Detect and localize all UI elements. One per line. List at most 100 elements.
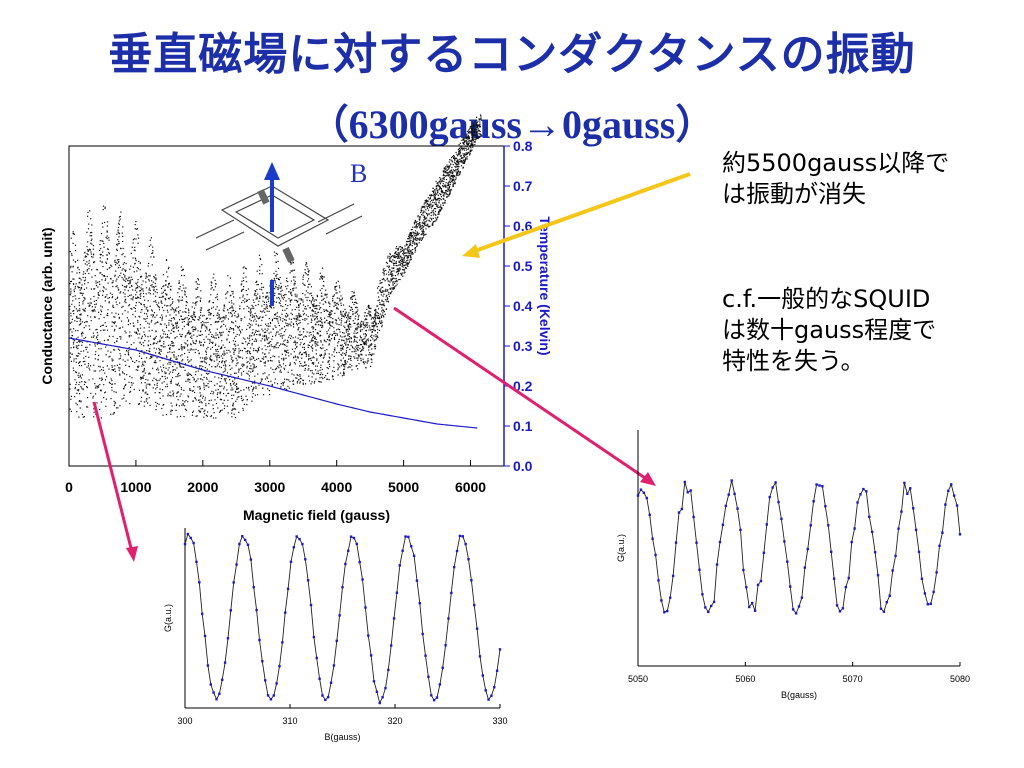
conductance-point [112,281,114,284]
conductance-point [159,397,161,399]
conductance-point [80,279,82,281]
conductance-point [478,126,480,128]
conductance-point [70,315,72,317]
conductance-point [294,340,296,342]
conductance-point [268,390,270,392]
conductance-point [192,328,194,331]
conductance-point [432,201,434,203]
conductance-point [277,320,279,322]
conductance-point [389,288,391,290]
conductance-point [111,293,113,296]
conductance-point [455,176,457,178]
conductance-point [76,404,78,406]
conductance-point [350,298,352,300]
conductance-point [100,401,102,403]
conductance-point [344,326,346,329]
conductance-point [284,339,286,341]
conductance-point [439,193,441,195]
conductance-point [462,138,464,141]
conductance-point [134,257,136,259]
conductance-point [253,316,255,318]
conductance-point [410,237,412,239]
conductance-point [112,369,114,371]
conductance-point [237,316,239,318]
conductance-point [75,383,77,386]
conductance-point [179,361,181,363]
conductance-point [215,349,217,351]
conductance-point [282,383,284,385]
conductance-point [141,335,143,337]
conductance-point [475,119,477,122]
conductance-point [312,340,314,342]
conductance-point [343,368,346,370]
conductance-point [391,255,394,257]
conductance-point [477,130,479,132]
conductance-point [312,336,314,338]
conductance-point [286,351,288,354]
conductance-point [241,364,243,366]
conductance-point [326,310,328,312]
conductance-point [249,324,251,326]
conductance-point [344,342,346,344]
conductance-point [468,137,470,139]
conductance-point [307,305,309,307]
conductance-point [477,133,479,135]
conductance-point [139,333,141,335]
y2-tick-label: 0.1 [513,418,533,434]
conductance-point [214,321,216,323]
conductance-point [303,348,306,350]
conductance-point [74,250,77,252]
conductance-point [100,247,102,250]
conductance-point [192,340,194,342]
conductance-point [85,256,88,258]
conductance-point [249,350,251,353]
conductance-point [361,329,363,331]
conductance-point [204,399,206,401]
conductance-point [454,175,456,177]
conductance-point [302,301,304,303]
plot-frame [68,145,505,467]
conductance-point [348,320,350,322]
conductance-point [262,373,264,375]
conductance-point [403,248,405,250]
conductance-point [292,260,294,262]
conductance-point [232,389,234,391]
conductance-point [341,363,343,365]
conductance-point [113,323,115,325]
conductance-point [438,200,440,202]
conductance-point [161,370,163,373]
conductance-point [73,369,75,372]
conductance-point [356,306,358,308]
conductance-point [214,286,216,288]
conductance-point [409,254,412,257]
conductance-point [343,365,345,367]
conductance-point [353,322,355,324]
conductance-point [328,339,330,341]
conductance-point [246,300,248,302]
conductance-point [390,270,392,273]
conductance-point [381,320,383,322]
conductance-point [155,295,157,297]
conductance-point [301,353,303,355]
conductance-point [104,275,106,277]
conductance-point [227,318,229,320]
conductance-point [296,380,299,383]
conductance-point [458,166,460,168]
x-tick-label: 2000 [187,479,218,495]
conductance-point [261,319,263,321]
conductance-point [176,416,178,418]
conductance-point [342,332,344,334]
conductance-point [402,275,404,277]
conductance-point [110,277,112,280]
conductance-point [85,355,87,357]
conductance-point [150,244,152,246]
conductance-point [401,257,403,259]
conductance-point [334,301,336,303]
conductance-point [76,310,79,312]
conductance-point [384,280,386,282]
conductance-point [254,318,256,320]
conductance-point [407,247,409,249]
conductance-point [420,211,422,214]
conductance-point [208,386,210,388]
conductance-point [131,384,133,386]
